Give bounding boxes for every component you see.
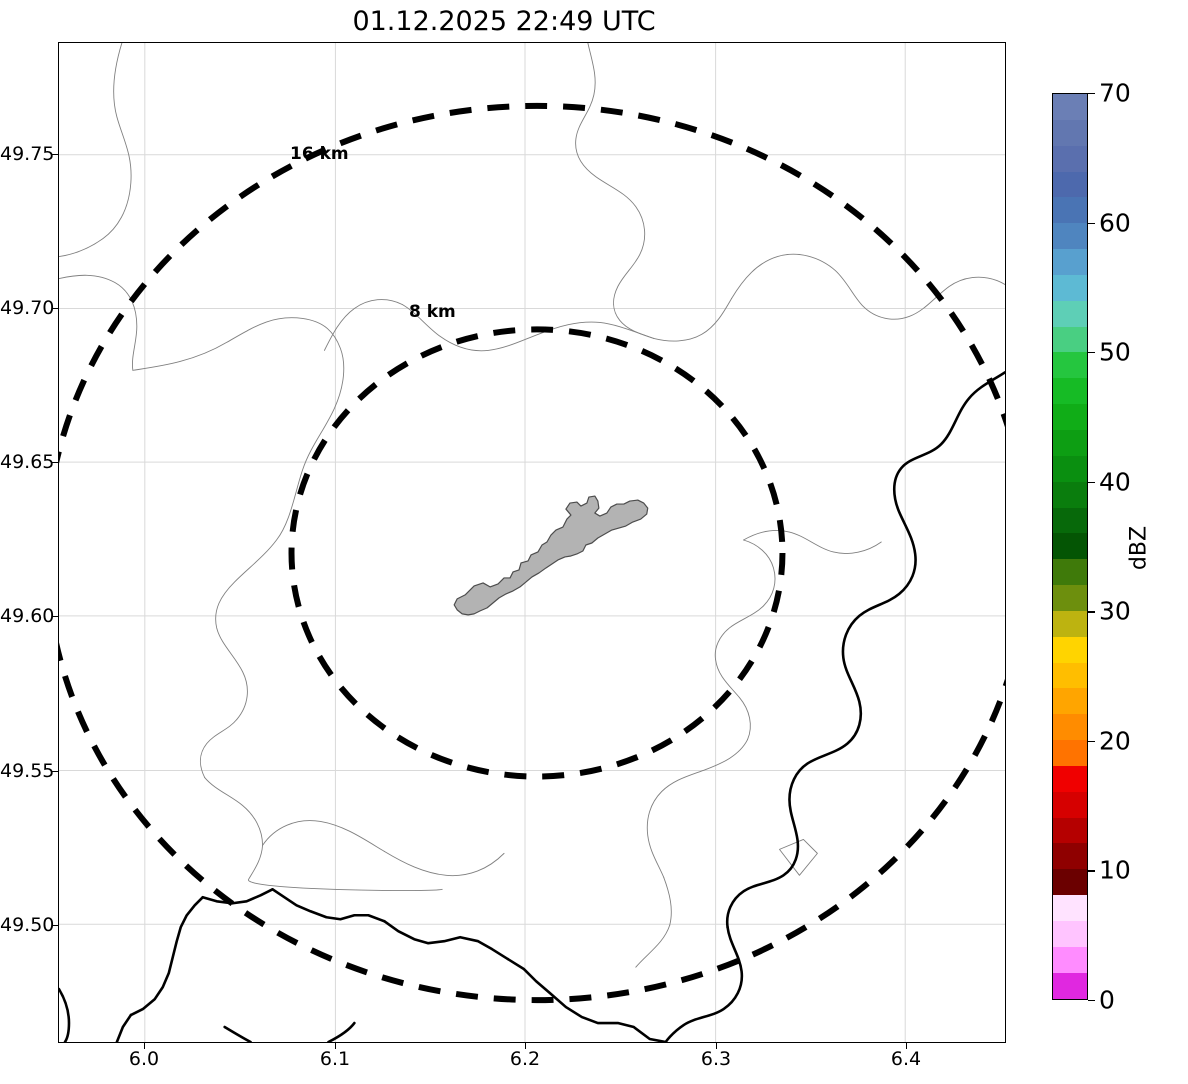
colorbar-band bbox=[1053, 429, 1087, 456]
colorbar-band bbox=[1053, 145, 1087, 172]
y-tick-label: 49.60 bbox=[0, 605, 55, 627]
colorbar-band bbox=[1053, 843, 1087, 870]
colorbar-band bbox=[1053, 895, 1087, 921]
colorbar-band bbox=[1053, 869, 1087, 896]
colorbar-band bbox=[1053, 455, 1087, 482]
colorbar-band bbox=[1053, 274, 1087, 301]
x-tick-mark bbox=[335, 1043, 337, 1049]
colorbar-tick-label: 30 bbox=[1099, 596, 1131, 626]
colorbar-tick-label: 60 bbox=[1099, 208, 1131, 238]
y-tick-mark bbox=[52, 308, 58, 310]
colorbar-band bbox=[1053, 610, 1087, 637]
colorbar-band bbox=[1053, 352, 1087, 379]
colorbar-tick-label: 20 bbox=[1099, 726, 1131, 756]
y-tick-mark bbox=[52, 925, 58, 927]
y-tick-mark bbox=[52, 462, 58, 464]
colorbar-band bbox=[1053, 636, 1087, 663]
colorbar-band bbox=[1053, 326, 1087, 353]
x-tick-label: 6.1 bbox=[319, 1048, 351, 1070]
y-tick-label: 49.75 bbox=[0, 143, 55, 165]
colorbar-tick-mark bbox=[1088, 222, 1095, 224]
x-tick-label: 6.3 bbox=[700, 1048, 732, 1070]
gridlines bbox=[59, 43, 1005, 1042]
colorbar-tick-label: 0 bbox=[1099, 985, 1115, 1015]
y-tick-label: 49.55 bbox=[0, 760, 55, 782]
x-tick-mark bbox=[144, 1043, 146, 1049]
colorbar-tick-label: 10 bbox=[1099, 855, 1131, 885]
colorbar-band bbox=[1053, 197, 1087, 224]
dbz-colorbar[interactable] bbox=[1052, 93, 1088, 1000]
colorbar-band bbox=[1053, 171, 1087, 198]
x-tick-mark bbox=[906, 1043, 908, 1049]
colorbar-tick-label: 40 bbox=[1099, 467, 1131, 497]
colorbar-tick-mark bbox=[1088, 481, 1095, 483]
x-tick-mark bbox=[716, 1043, 718, 1049]
colorbar-band bbox=[1053, 765, 1087, 792]
y-tick-label: 49.65 bbox=[0, 451, 55, 473]
page-title: 01.12.2025 22:49 UTC bbox=[352, 6, 656, 37]
y-tick-label: 49.50 bbox=[0, 914, 55, 936]
colorbar-band bbox=[1053, 300, 1087, 327]
colorbar-tick-mark bbox=[1088, 1000, 1095, 1002]
colorbar-tick-mark bbox=[1088, 352, 1095, 354]
range-ring-label-16km: 16 km bbox=[290, 144, 349, 164]
range-rings bbox=[59, 103, 1005, 1003]
y-tick-mark bbox=[52, 771, 58, 773]
map-canvas bbox=[59, 43, 1005, 1042]
colorbar-band bbox=[1053, 946, 1087, 973]
colorbar-tick-label: 70 bbox=[1099, 78, 1131, 108]
national-border bbox=[59, 371, 1005, 1042]
range-ring-16km bbox=[59, 103, 1005, 1003]
admin-boundaries bbox=[59, 43, 1005, 968]
x-tick-label: 6.2 bbox=[509, 1048, 541, 1070]
x-tick-mark bbox=[525, 1043, 527, 1049]
colorbar-band bbox=[1053, 249, 1087, 275]
colorbar-band bbox=[1053, 585, 1087, 611]
y-tick-mark bbox=[52, 616, 58, 618]
luxembourg-city-polygon bbox=[453, 495, 649, 616]
colorbar-band bbox=[1053, 481, 1087, 508]
colorbar-tick-mark bbox=[1088, 870, 1095, 872]
range-ring-label-8km: 8 km bbox=[409, 302, 456, 322]
colorbar-band bbox=[1053, 223, 1087, 250]
colorbar-band bbox=[1053, 533, 1087, 560]
colorbar-band bbox=[1053, 972, 1087, 999]
colorbar-band bbox=[1053, 94, 1087, 120]
colorbar-band bbox=[1053, 119, 1087, 146]
colorbar-band bbox=[1053, 817, 1087, 844]
colorbar-band bbox=[1053, 921, 1087, 947]
colorbar-tick-mark bbox=[1088, 93, 1095, 95]
colorbar-band bbox=[1053, 404, 1087, 430]
x-tick-label: 6.4 bbox=[890, 1048, 922, 1070]
colorbar-band bbox=[1053, 378, 1087, 405]
colorbar-tick-mark bbox=[1088, 611, 1095, 613]
colorbar-band bbox=[1053, 688, 1087, 715]
map-plot-area[interactable]: 16 km 8 km bbox=[58, 42, 1006, 1043]
colorbar-band bbox=[1053, 507, 1087, 534]
colorbar-tick-label: 50 bbox=[1099, 337, 1131, 367]
colorbar-band bbox=[1053, 662, 1087, 689]
y-tick-mark bbox=[52, 154, 58, 156]
colorbar-title: dBZ bbox=[1126, 525, 1152, 571]
colorbar-band bbox=[1053, 791, 1087, 818]
y-tick-label: 49.70 bbox=[0, 297, 55, 319]
colorbar-band bbox=[1053, 559, 1087, 586]
x-tick-label: 6.0 bbox=[128, 1048, 160, 1070]
colorbar-band bbox=[1053, 714, 1087, 741]
colorbar-tick-mark bbox=[1088, 740, 1095, 743]
colorbar-band bbox=[1053, 740, 1087, 766]
